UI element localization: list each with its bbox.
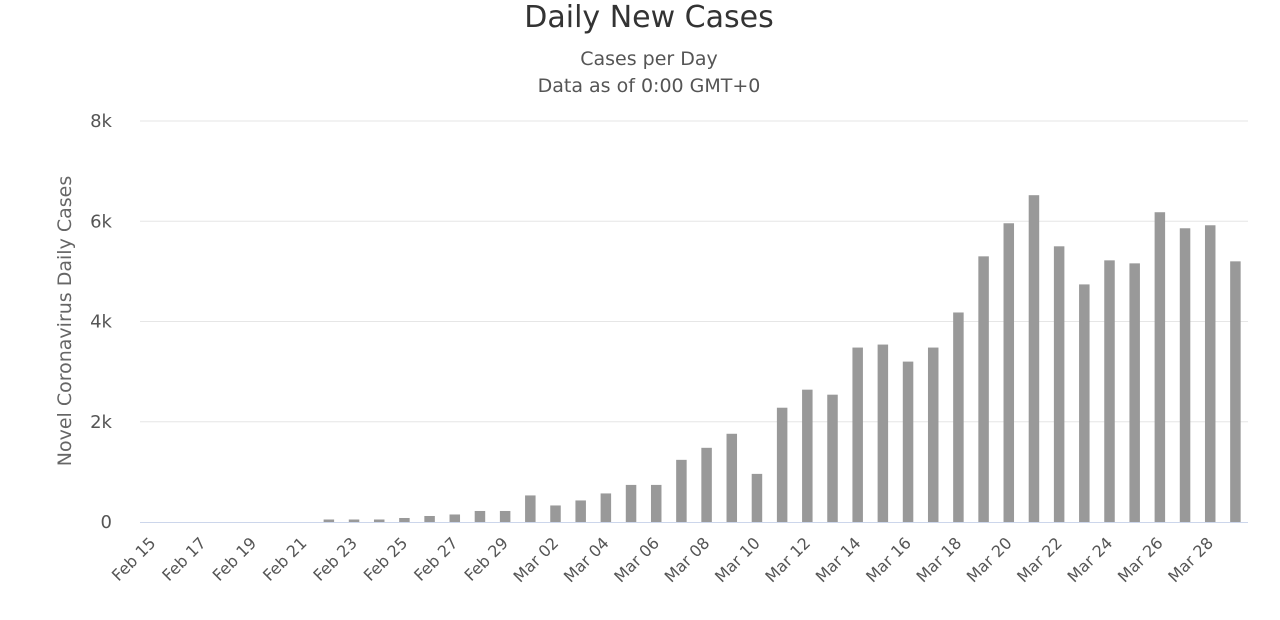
bar (877, 344, 889, 522)
bar (827, 394, 838, 522)
x-tick-label: Mar 02 (510, 533, 563, 586)
bar (852, 347, 863, 522)
bar (701, 447, 712, 522)
x-tick-label: Mar 18 (912, 533, 965, 586)
bar (650, 484, 662, 522)
bar (1003, 223, 1015, 522)
bar (1079, 284, 1090, 522)
bar (751, 473, 763, 522)
chart-subtitle: Cases per Day (580, 48, 718, 70)
bar (323, 519, 335, 522)
bar (499, 510, 511, 522)
bar (1154, 212, 1166, 523)
x-tick-label: Feb 17 (158, 533, 209, 584)
bar (449, 514, 461, 522)
bar (726, 433, 738, 522)
bar (953, 312, 964, 522)
x-tick-label: Feb 29 (461, 533, 512, 584)
x-tick-label: Feb 19 (209, 533, 260, 584)
x-tick-label: Mar 08 (661, 533, 714, 586)
x-tick-label: Feb 23 (309, 533, 360, 584)
x-tick-label: Mar 10 (711, 533, 764, 586)
x-tick-label: Mar 20 (963, 533, 1016, 586)
y-tick-label: 0 (101, 512, 112, 533)
bar (1230, 261, 1241, 522)
bar (902, 361, 914, 522)
bar (600, 493, 612, 522)
x-tick-label: Feb 15 (108, 533, 159, 584)
y-tick-label: 6k (90, 211, 112, 232)
bar (1053, 246, 1065, 522)
x-tick-label: Mar 12 (761, 533, 814, 586)
y-tick-label: 8k (90, 111, 112, 132)
bar (1028, 195, 1040, 522)
x-tick-label: Mar 22 (1013, 533, 1066, 586)
x-tick-label: Feb 25 (360, 533, 411, 584)
bar (399, 517, 410, 522)
chart-data-date: Data as of 0:00 GMT+0 (537, 75, 761, 97)
bar (1179, 228, 1191, 522)
x-tick-label: Mar 26 (1114, 533, 1167, 586)
bar (625, 484, 637, 522)
x-tick-label: Mar 14 (812, 533, 865, 586)
chart-title: Daily New Cases (524, 0, 774, 35)
x-tick-label: Mar 28 (1164, 533, 1217, 586)
y-tick-label: 4k (90, 312, 112, 333)
bar (348, 519, 360, 522)
bar (575, 500, 586, 522)
bar (373, 519, 385, 522)
x-tick-label: Feb 21 (259, 533, 310, 584)
x-tick-label: Mar 06 (610, 533, 663, 586)
bar (978, 256, 989, 522)
bar (1129, 263, 1140, 522)
bar (424, 515, 435, 522)
bar (525, 495, 536, 522)
bar (550, 505, 561, 522)
x-tick-label: Feb 27 (410, 533, 461, 584)
x-tick-label: Mar 04 (560, 533, 613, 586)
bar (1104, 260, 1115, 522)
y-axis-label: Novel Coronavirus Daily Cases (54, 176, 76, 467)
bar (1204, 225, 1216, 522)
x-tick-label: Mar 24 (1064, 533, 1117, 586)
bar (776, 407, 788, 522)
bar (474, 510, 486, 522)
bar (927, 347, 939, 522)
bar (802, 389, 813, 522)
y-tick-label: 2k (90, 412, 112, 433)
bar (676, 459, 687, 522)
x-tick-label: Mar 16 (862, 533, 915, 586)
